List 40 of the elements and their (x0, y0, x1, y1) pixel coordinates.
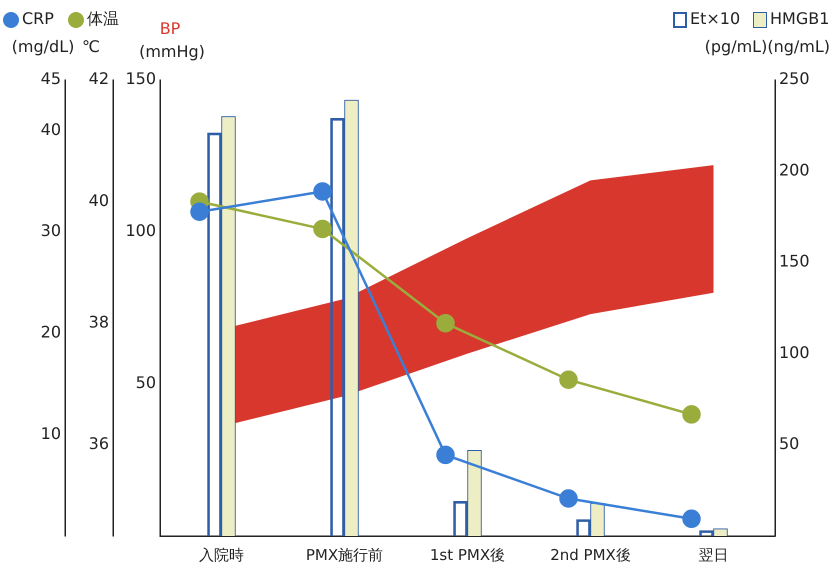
y-axis-title: (mmHg) (139, 42, 205, 62)
y2-tick-label: 38 (88, 312, 109, 332)
legend-label: Et×10 (690, 9, 740, 28)
y-tick-label: 20 (40, 322, 61, 342)
y2-tick-label: 42 (88, 69, 109, 88)
x-tick-label: 2nd PMX後 (550, 546, 631, 564)
y2-tick-label: 40 (88, 190, 109, 210)
y-tick-label: 40 (40, 120, 61, 139)
point (313, 182, 332, 201)
y-axis-title: (mg/dL) (12, 37, 74, 56)
y2-tick-label: 36 (88, 434, 109, 453)
point (559, 370, 578, 389)
point (682, 510, 701, 528)
point (436, 314, 455, 332)
y2-axis-title: (pg/mL)(ng/mL) (704, 37, 830, 56)
legend-label: HMGB1 (770, 9, 830, 28)
legend-label: BP (160, 19, 181, 38)
y-tick-label: 10 (40, 424, 61, 443)
y-tick-label: 150 (125, 69, 156, 88)
y-tick-label: 30 (40, 221, 61, 240)
y-tick-label: 45 (40, 69, 61, 88)
y-tick-label: 50 (136, 373, 156, 392)
x-tick-label: 翌日 (698, 546, 728, 564)
y2-tick-label: 150 (779, 252, 810, 271)
y2-axis-title: ℃ (82, 37, 100, 56)
x-tick-label: 1st PMX後 (430, 546, 506, 564)
x-tick-label: 入院時 (199, 546, 244, 564)
point (313, 220, 332, 238)
y2-tick-label: 50 (779, 434, 800, 453)
x-tick-label: PMX施行前 (306, 546, 384, 564)
point (190, 202, 209, 221)
y2-tick-label: 200 (779, 160, 810, 180)
point (559, 489, 578, 508)
point (682, 405, 701, 424)
y2-tick-label: 100 (779, 342, 810, 362)
y-tick-label: 100 (125, 221, 156, 240)
legend-label: 体温 (87, 9, 119, 28)
legend-label: CRP (22, 9, 54, 28)
y2-tick-label: 250 (779, 69, 810, 88)
point (436, 446, 455, 464)
